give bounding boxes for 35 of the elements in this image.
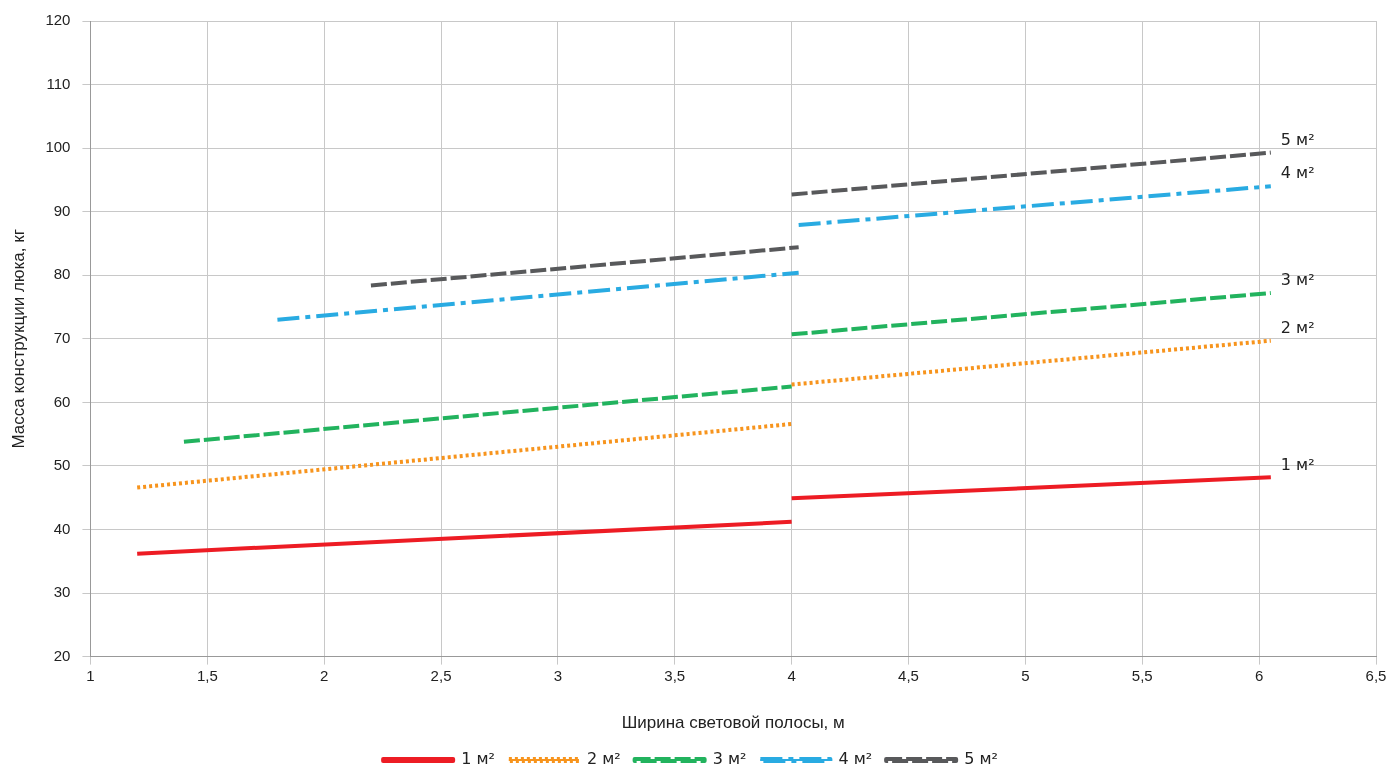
text: 1 м² [1280, 454, 1315, 474]
x-tick-label: 4,5 [898, 666, 919, 684]
y-tick-label: 120 [45, 11, 71, 29]
text: 2 м² [1280, 317, 1315, 337]
y-tick-label: 40 [53, 519, 71, 537]
x-tick-label: 5,5 [1131, 666, 1153, 684]
y-axis-title: Масса конструкции люка, кг [8, 229, 28, 449]
x-tick-label: 6 [1254, 666, 1264, 684]
text: 3 м² [1280, 270, 1315, 290]
x-tick-label: 2 [320, 666, 329, 684]
y-tick-label: 110 [46, 74, 71, 92]
legend-label: 3 м² [712, 749, 747, 769]
x-tick-label: 1 [86, 666, 95, 684]
text: 5 м² [1280, 129, 1315, 149]
y-tick-label: 60 [53, 392, 71, 410]
y-tick-label: 100 [45, 138, 71, 156]
y-tick-label: 80 [53, 265, 71, 283]
legend-label: 5 м² [964, 749, 998, 769]
y-tick-label: 90 [53, 201, 71, 219]
legend-label: 4 м² [838, 749, 873, 769]
y-tick-label: 20 [53, 646, 71, 664]
x-tick-label: 4 [787, 666, 796, 684]
y-tick-label: 50 [53, 456, 71, 474]
x-tick-label: 3 [553, 666, 563, 684]
x-tick-label: 2,5 [430, 666, 452, 684]
text: 4 м² [1280, 163, 1315, 183]
y-tick-label: 70 [53, 328, 71, 346]
legend-label: 1 м² [461, 749, 495, 769]
x-tick-label: 3,5 [664, 666, 686, 684]
y-tick-label: 30 [53, 583, 71, 601]
x-tick-label: 5 [1021, 666, 1030, 684]
x-tick-label: 6,5 [1365, 666, 1387, 684]
x-axis-title: Ширина световой полосы, м [621, 713, 845, 733]
legend-label: 2 м² [586, 749, 621, 769]
x-tick-label: 1,5 [196, 666, 218, 684]
